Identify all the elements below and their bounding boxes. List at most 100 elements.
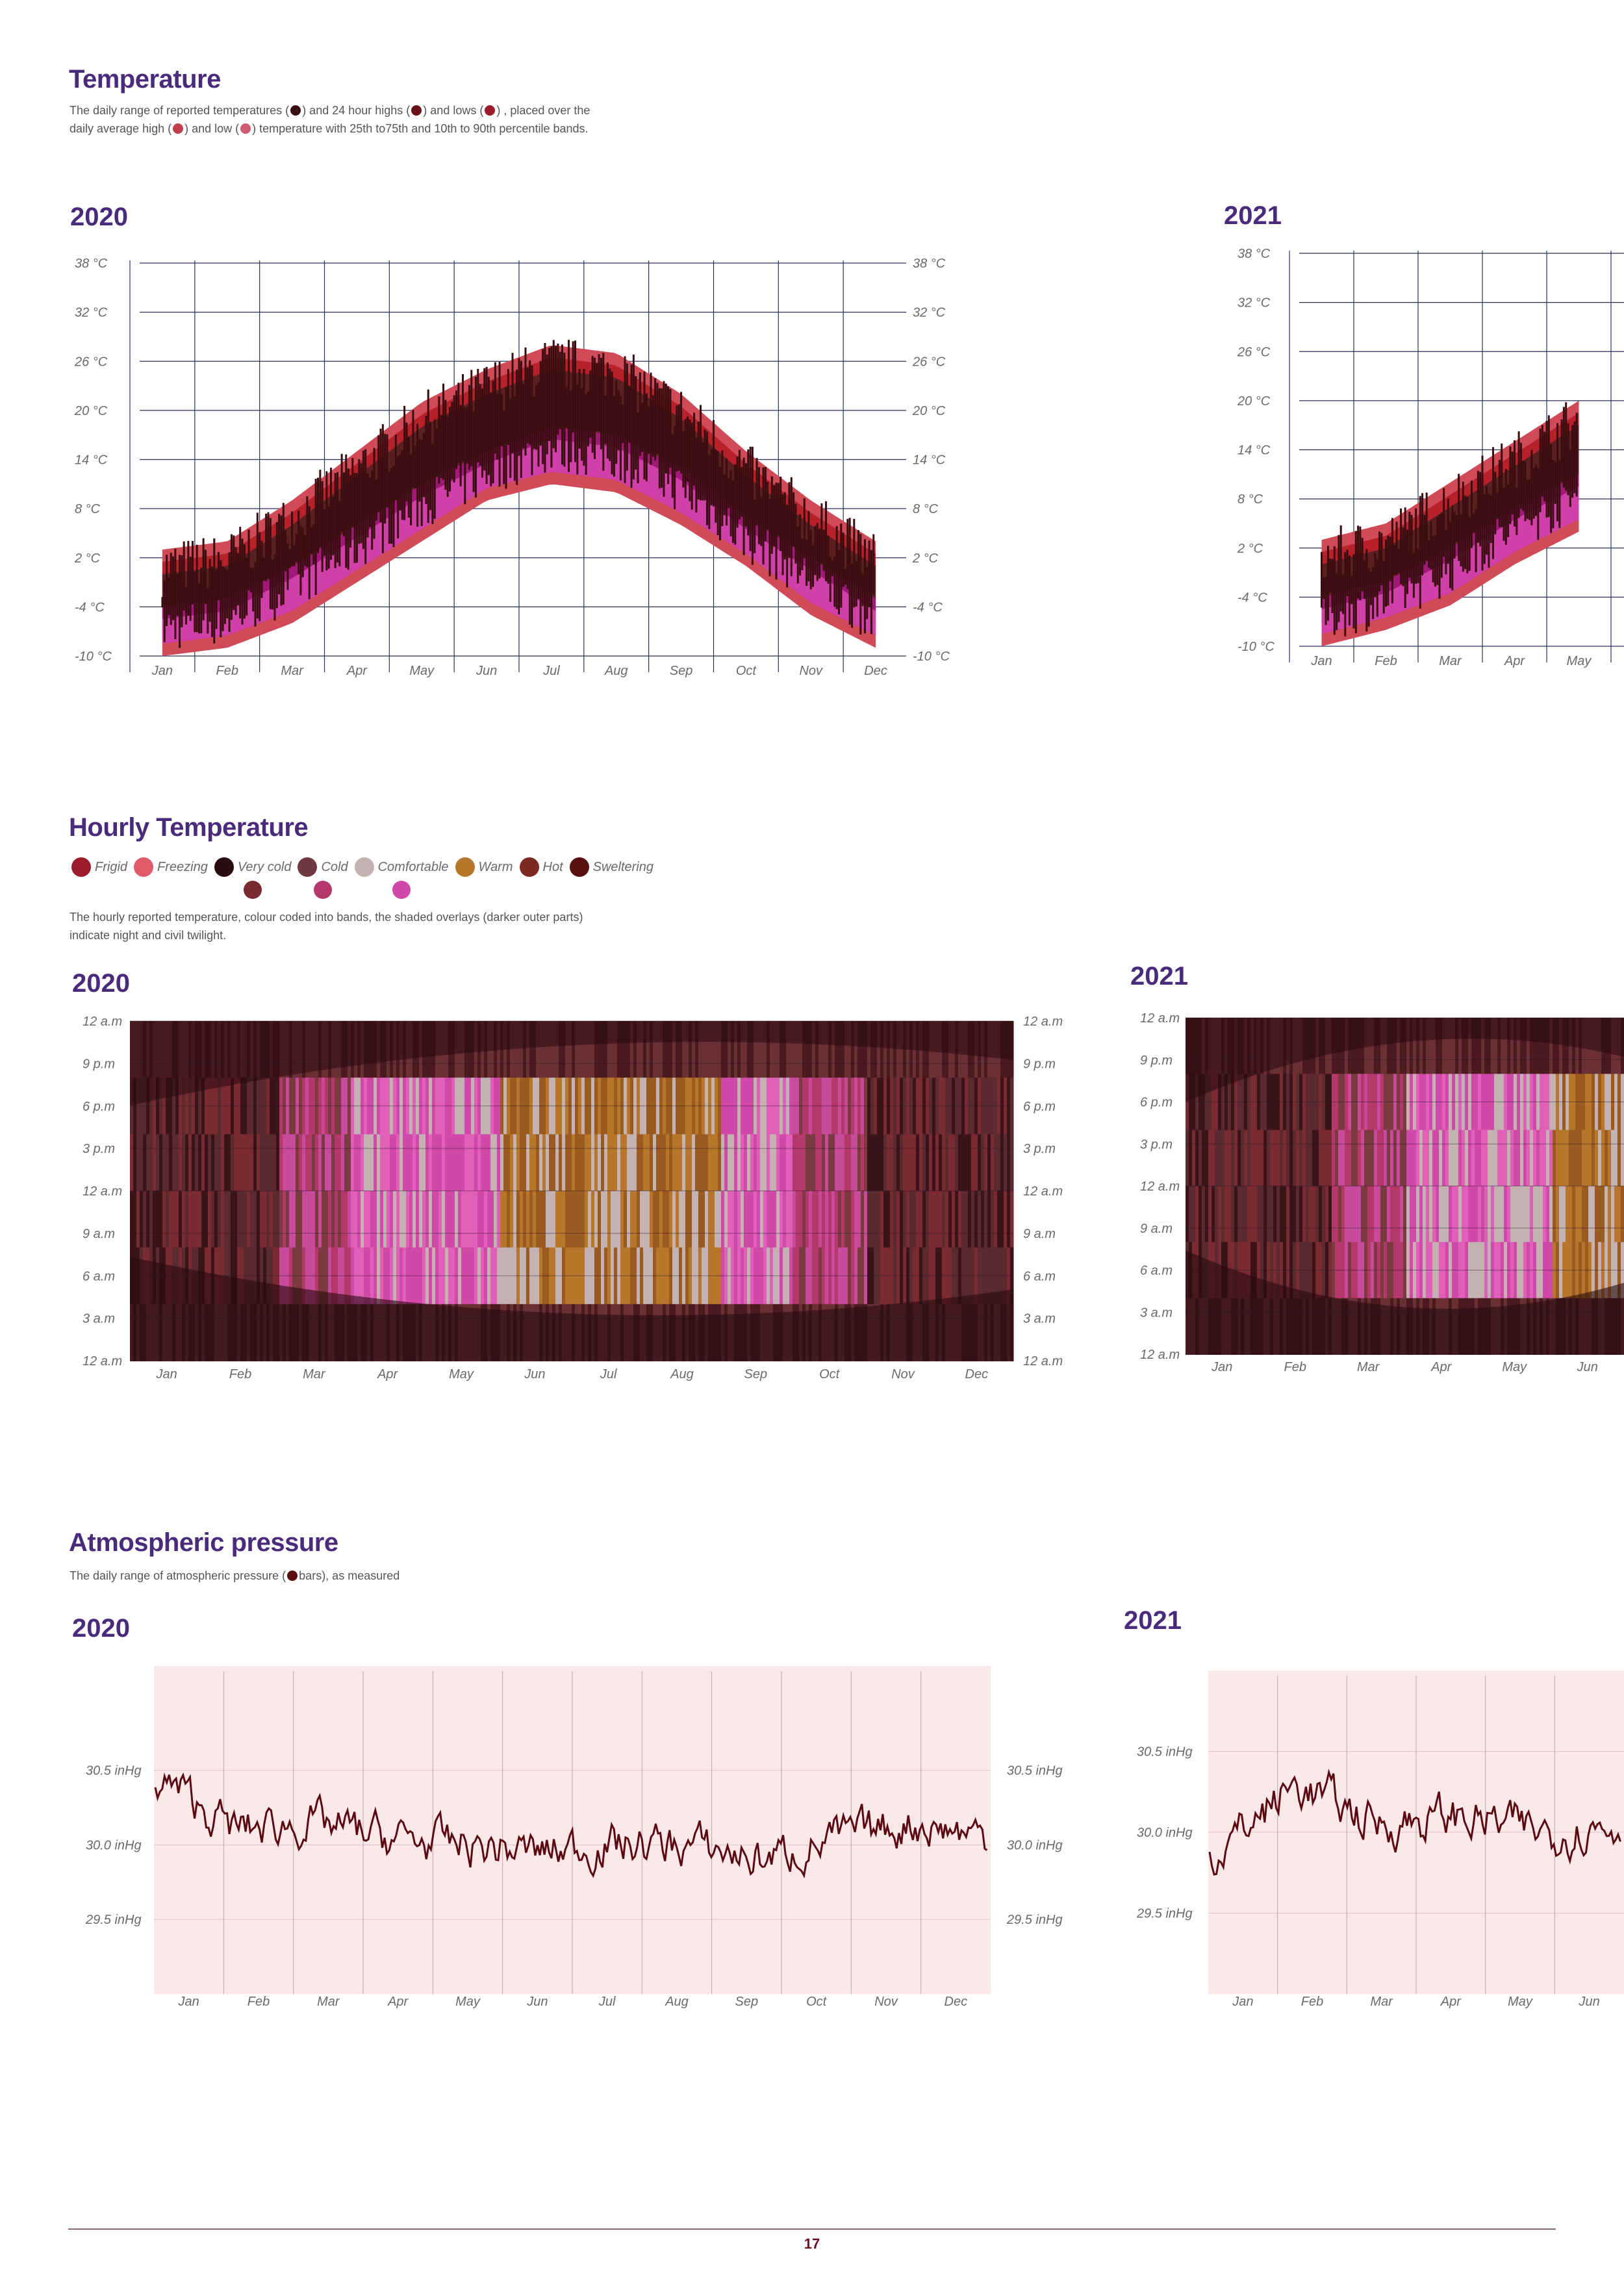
hourly-cell: [1419, 1074, 1423, 1131]
hourly-cell: [978, 1078, 982, 1135]
hourly-cell: [309, 1134, 312, 1192]
hourly-cell: [240, 1247, 244, 1305]
hourly-cell: [1494, 1074, 1498, 1131]
hourly-cell: [185, 1078, 189, 1135]
hourly-cell: [1215, 1186, 1219, 1243]
hourly-cell: [861, 1078, 865, 1135]
hourly-cell: [581, 1078, 585, 1135]
hourly-cell: [260, 1191, 264, 1248]
hourly-cell: [227, 1191, 231, 1248]
hourly-cell: [1458, 1018, 1462, 1075]
hourly-cell: [685, 1021, 689, 1079]
x-tick-label: Feb: [1284, 1360, 1306, 1374]
hourly-cell: [1621, 1074, 1624, 1131]
hourly-cell: [1345, 1074, 1349, 1131]
hourly-cell: [510, 1247, 514, 1305]
legend-swatch-icon: [71, 857, 91, 877]
hourly-cell: [270, 1078, 273, 1135]
x-tick-label: Feb: [1301, 1995, 1323, 2009]
hourly-cell: [435, 1191, 439, 1248]
hourly-cell: [1263, 1242, 1267, 1299]
hourly-cell: [283, 1191, 286, 1248]
hourly-cell: [685, 1134, 689, 1192]
hourly-cell: [503, 1191, 507, 1248]
hourly-cell: [741, 1191, 744, 1248]
hourly-cell: [1283, 1074, 1287, 1131]
hourly-cell: [1397, 1074, 1401, 1131]
hourly-cell: [1312, 1242, 1316, 1299]
hourly-cell: [916, 1191, 920, 1248]
hourly-cell: [494, 1134, 498, 1192]
hourly-cell: [815, 1191, 819, 1248]
hourly-cell: [1306, 1242, 1310, 1299]
hourly-cell: [1462, 1129, 1465, 1187]
hourly-cell: [387, 1134, 390, 1192]
hourly-cell: [887, 1191, 891, 1248]
hourly-cell: [809, 1134, 813, 1192]
hourly-cell: [393, 1078, 397, 1135]
hourly-cell: [1618, 1242, 1621, 1299]
hourly-cell: [585, 1134, 589, 1192]
hourly-cell: [325, 1134, 329, 1192]
hourly-cell: [403, 1134, 407, 1192]
hourly-cell: [1530, 1242, 1534, 1299]
hourly-cell: [776, 1021, 780, 1079]
hourly-cell: [676, 1191, 679, 1248]
hourly-cell: [175, 1134, 179, 1192]
desc-text: daily average high (: [70, 122, 172, 135]
y-tick-label: 8 °C: [1237, 492, 1263, 507]
hourly-cell: [1367, 1074, 1371, 1131]
x-tick-label: Nov: [874, 1995, 898, 2009]
hourly-cell: [1289, 1186, 1293, 1243]
hourly-cell: [1504, 1074, 1508, 1131]
hourly-cell: [877, 1078, 881, 1135]
hourly-cell: [776, 1134, 780, 1192]
hourly-cell: [799, 1191, 803, 1248]
hourly-cell: [1390, 1186, 1394, 1243]
hourly-cell: [822, 1191, 826, 1248]
hourly-cell: [848, 1191, 852, 1248]
hourly-cell: [831, 1021, 835, 1079]
hourly-cell: [896, 1021, 900, 1079]
hourly-cell: [893, 1134, 897, 1192]
hourly-cell: [1257, 1074, 1261, 1131]
hourly-cell: [799, 1021, 803, 1079]
hourly-cell: [646, 1021, 650, 1079]
hourly-cell: [474, 1191, 478, 1248]
hourly-cell: [715, 1191, 718, 1248]
hourly-cell: [1403, 1186, 1407, 1243]
hourly-cell: [1579, 1129, 1582, 1187]
hourly-cell: [1367, 1242, 1371, 1299]
hourly-cell: [338, 1078, 342, 1135]
hourly-cell: [835, 1021, 839, 1079]
hourly-cell: [1390, 1018, 1394, 1075]
hourly-cell: [601, 1021, 605, 1079]
hourly-cell: [627, 1021, 631, 1079]
hourly-cell: [987, 1247, 991, 1305]
hourly-cell: [1582, 1074, 1586, 1131]
hourly-cell: [1471, 1074, 1475, 1131]
y-tick-label: 32 °C: [75, 306, 108, 320]
hourly-cell: [903, 1247, 907, 1305]
hourly-cell: [857, 1021, 861, 1079]
hourly-cell: [416, 1191, 420, 1248]
hourly-cell: [500, 1078, 504, 1135]
hourly-cell: [299, 1247, 303, 1305]
hourly-cell: [588, 1134, 592, 1192]
hourly-cell: [887, 1247, 891, 1305]
hourly-cell: [741, 1078, 744, 1135]
hourly-cell: [1377, 1186, 1381, 1243]
hourly-cell: [965, 1078, 969, 1135]
hourly-cell: [305, 1247, 309, 1305]
hourly-cell: [1312, 1129, 1316, 1187]
hourly-cell: [231, 1247, 235, 1305]
hourly-cell: [1189, 1186, 1193, 1243]
hourly-cell: [1566, 1242, 1569, 1299]
hourly-cell: [1455, 1186, 1459, 1243]
hourly-cell: [370, 1247, 374, 1305]
hourly-cell: [130, 1134, 134, 1192]
hourly-cell: [812, 1134, 816, 1192]
hourly-cell: [1543, 1129, 1547, 1187]
hourly-cell: [568, 1134, 572, 1192]
hourly-cell: [1592, 1186, 1595, 1243]
